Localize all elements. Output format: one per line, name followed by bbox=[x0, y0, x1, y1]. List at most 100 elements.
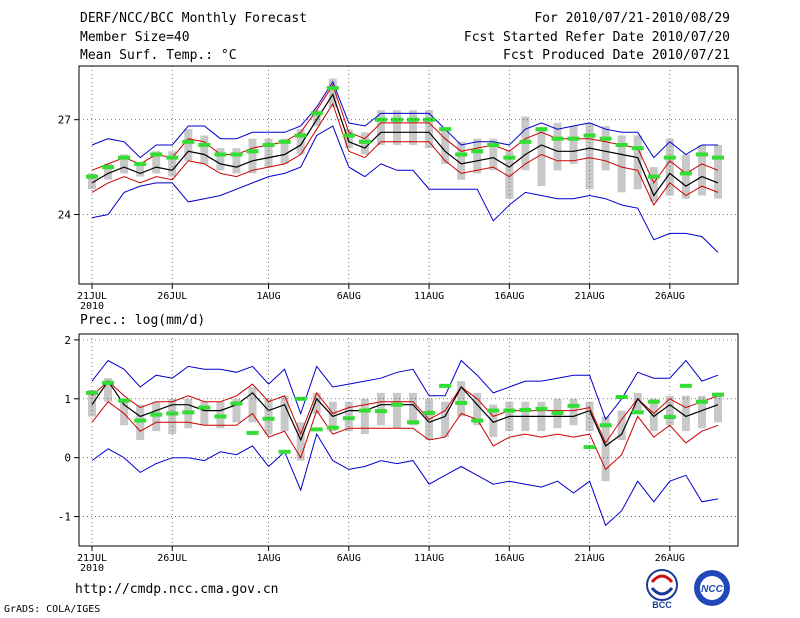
median-marker bbox=[679, 171, 692, 176]
spread-box bbox=[585, 401, 594, 432]
median-marker bbox=[712, 392, 724, 397]
median-marker bbox=[407, 117, 420, 122]
median-marker bbox=[487, 408, 500, 413]
minimum-line bbox=[91, 125, 719, 253]
median-marker bbox=[390, 117, 403, 122]
spread-box bbox=[184, 129, 193, 161]
plot-frame bbox=[78, 333, 739, 547]
spread-box bbox=[617, 410, 626, 440]
spread-box bbox=[409, 110, 418, 145]
year-label: 2010 bbox=[80, 563, 104, 574]
spread-box bbox=[328, 78, 337, 108]
median-marker bbox=[118, 155, 131, 160]
x-tick-label: 16AUG bbox=[494, 553, 524, 564]
variable-label: Mean Surf. Temp.: °C bbox=[80, 48, 237, 63]
spread-box bbox=[409, 392, 418, 426]
x-tick-label: 21JUL bbox=[77, 291, 107, 302]
spread-box bbox=[633, 135, 642, 190]
spread-box bbox=[200, 135, 209, 164]
spread-box bbox=[232, 398, 241, 423]
spread-box bbox=[681, 395, 690, 432]
spread-box bbox=[104, 163, 113, 180]
median-marker bbox=[182, 139, 195, 144]
median-marker bbox=[198, 142, 211, 147]
median-marker bbox=[134, 418, 147, 423]
median-marker bbox=[647, 399, 660, 404]
median-marker bbox=[86, 390, 98, 395]
spread-box bbox=[88, 389, 96, 417]
spread-box bbox=[120, 398, 129, 426]
median-marker bbox=[631, 146, 644, 151]
median-marker bbox=[342, 133, 355, 138]
spread-box bbox=[601, 416, 610, 482]
median-marker bbox=[631, 410, 644, 415]
spread-box bbox=[248, 387, 257, 423]
y-tick-label: 0 bbox=[64, 452, 71, 465]
median-marker bbox=[519, 407, 532, 412]
spread-box bbox=[441, 401, 450, 438]
median-marker bbox=[102, 165, 115, 170]
median-marker bbox=[615, 395, 628, 400]
median-marker bbox=[535, 406, 548, 411]
spread-box bbox=[216, 148, 225, 171]
ncc-logo: NCC bbox=[694, 570, 730, 606]
precip-panel-title: Prec.: log(mm/d) bbox=[80, 313, 205, 328]
year-label: 2010 bbox=[80, 301, 104, 312]
median-marker bbox=[358, 139, 371, 144]
plot-frame bbox=[78, 65, 739, 285]
lower-spread-line bbox=[91, 102, 719, 206]
spread-box bbox=[392, 110, 401, 145]
median-marker bbox=[246, 149, 259, 154]
panel-2: -1 0 1 2 21JUL 26JUL 1AUG 6AUG 11AUG 16AUG 21AUG 26… bbox=[58, 333, 739, 574]
median-marker bbox=[310, 427, 323, 432]
started-refer-date-label: Fcst Started Refer Date 2010/07/20 bbox=[463, 30, 730, 45]
spread-box bbox=[200, 401, 209, 426]
x-tick-label: 26JUL bbox=[157, 291, 187, 302]
median-marker bbox=[294, 133, 307, 138]
x-tick-label: 11AUG bbox=[414, 291, 444, 302]
median-marker bbox=[246, 430, 259, 435]
maximum-line bbox=[91, 359, 719, 421]
logos: BCC NCC bbox=[646, 569, 730, 610]
spread-box bbox=[312, 392, 321, 414]
median-marker bbox=[102, 380, 115, 385]
median-marker bbox=[551, 136, 564, 141]
y-tick-label: 24 bbox=[58, 208, 72, 221]
median-marker bbox=[503, 155, 516, 160]
ensemble-mean-line bbox=[91, 93, 719, 197]
median-marker bbox=[278, 449, 291, 454]
spread-box bbox=[489, 404, 498, 438]
x-tick-label: 1AUG bbox=[257, 553, 281, 564]
median-marker bbox=[423, 117, 436, 122]
spread-box bbox=[649, 167, 658, 202]
median-marker bbox=[535, 127, 548, 132]
produced-date-label: Fcst Produced Date 2010/07/21 bbox=[503, 48, 730, 63]
spread-box bbox=[617, 135, 626, 193]
svg-text:BCC: BCC bbox=[652, 600, 672, 610]
spread-box bbox=[296, 129, 305, 155]
x-tick-label: 26JUL bbox=[157, 553, 187, 564]
median-marker bbox=[230, 152, 243, 157]
median-marker bbox=[647, 174, 660, 179]
x-tick-label: 26AUG bbox=[655, 291, 685, 302]
median-marker bbox=[583, 133, 596, 138]
x-tick-label: 1AUG bbox=[257, 291, 281, 302]
median-marker bbox=[214, 414, 227, 419]
spread-box bbox=[280, 138, 289, 164]
median-marker bbox=[326, 86, 339, 91]
median-marker bbox=[551, 410, 564, 415]
median-marker bbox=[487, 142, 500, 147]
x-tick-label: 21AUG bbox=[575, 553, 605, 564]
spread-box bbox=[585, 122, 594, 190]
minimum-line bbox=[91, 432, 719, 527]
source-url[interactable]: http://cmdp.ncc.cma.gov.cn bbox=[75, 582, 279, 597]
spread-box bbox=[714, 392, 722, 423]
forecast-period-label: For 2010/07/21-2010/08/29 bbox=[534, 11, 730, 26]
spread-box bbox=[553, 122, 562, 171]
spread-box bbox=[601, 126, 610, 171]
median-marker bbox=[374, 409, 387, 414]
spread-box bbox=[473, 138, 482, 174]
median-marker bbox=[358, 408, 371, 413]
member-size-label: Member Size=40 bbox=[80, 30, 190, 45]
